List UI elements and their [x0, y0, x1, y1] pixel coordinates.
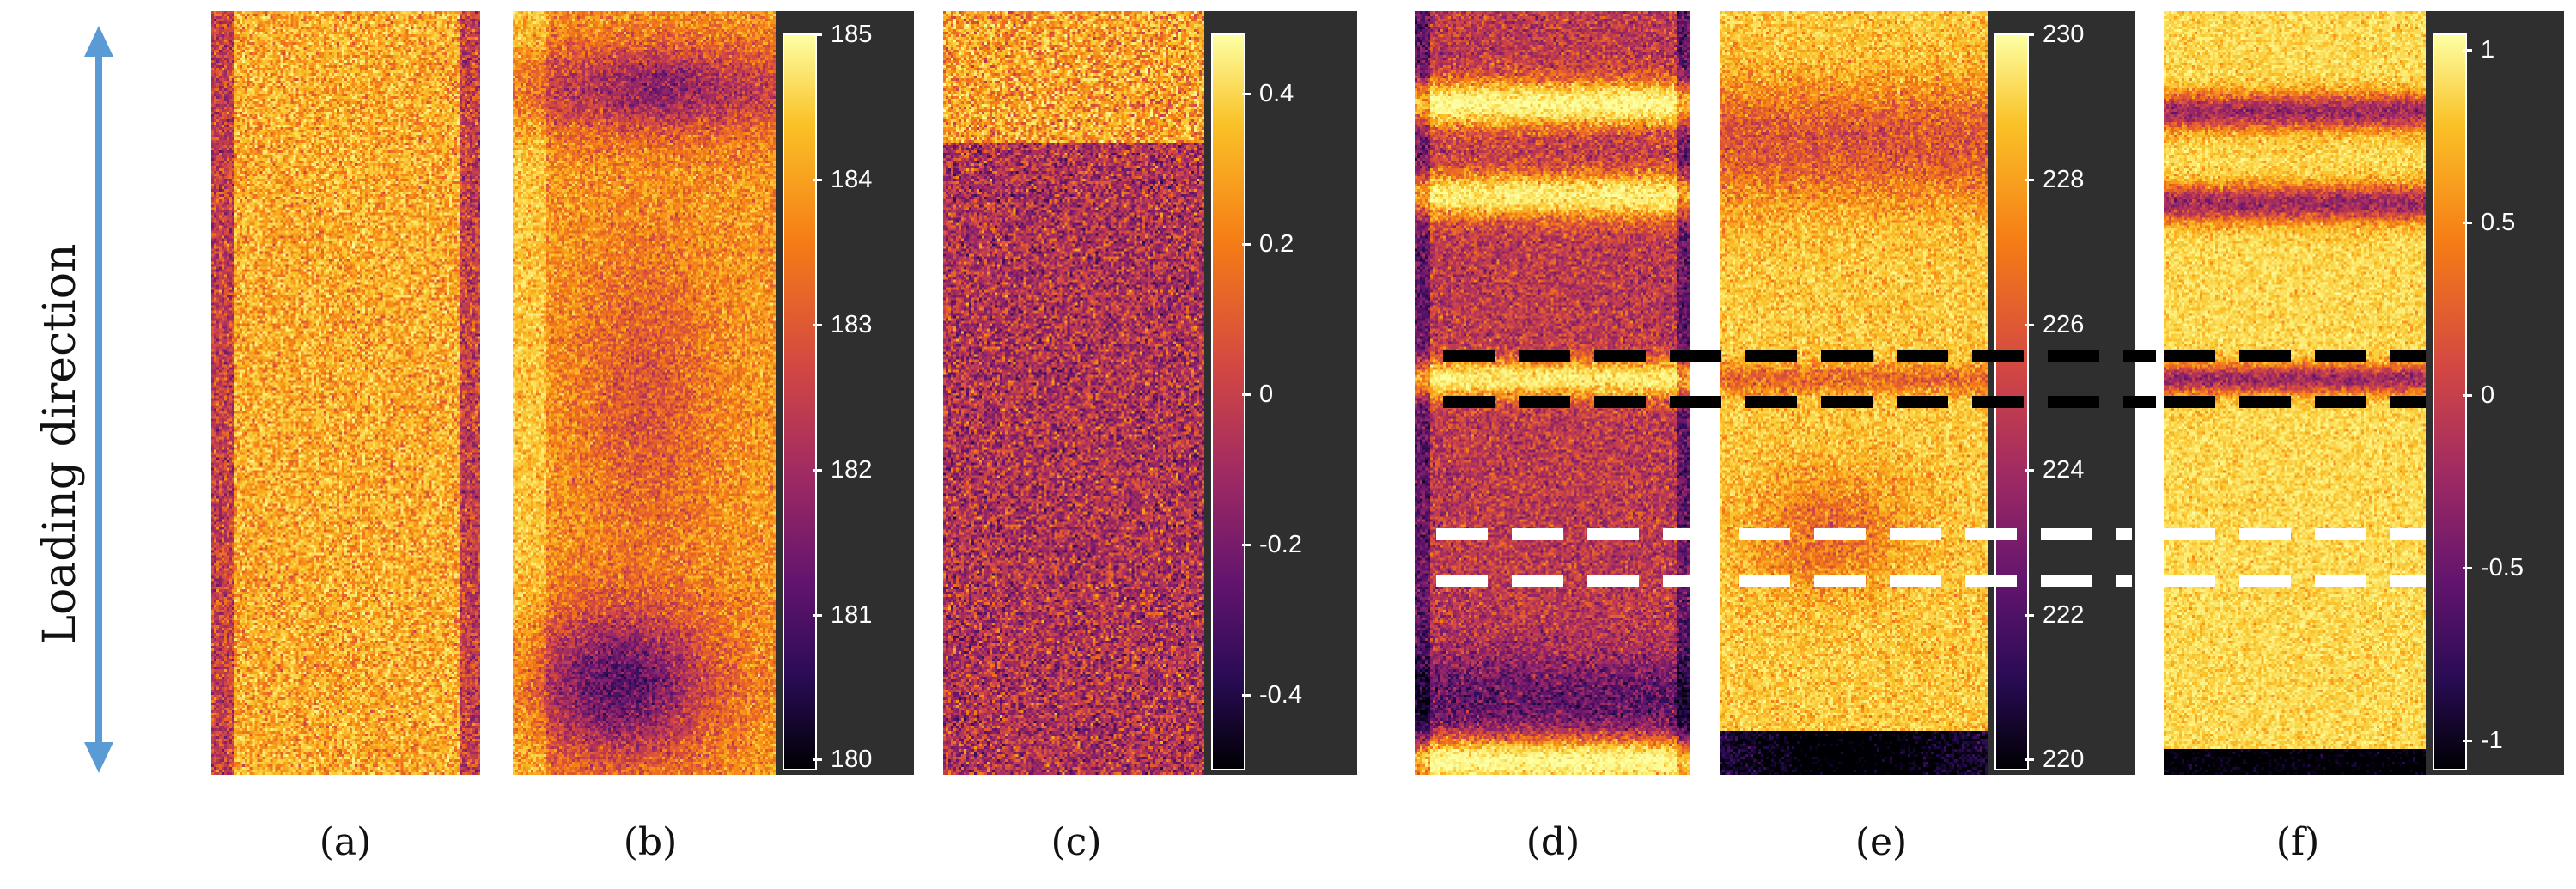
heatmap-c-canvas [943, 11, 1204, 775]
colorbar-b-tick: 183 [831, 311, 873, 338]
colorbar-e-tick: 230 [2043, 21, 2085, 48]
colorbar-f-tick: 0 [2481, 381, 2495, 409]
panel-label-c: (c) [1050, 820, 1102, 864]
axis-label: Loading direction [34, 243, 86, 645]
heatmap-d [1415, 11, 1690, 775]
colorbar-f: 1 0.5 0 -0.5 -1 [2426, 11, 2564, 775]
panel-label-a: (a) [319, 820, 372, 864]
loading-direction-arrow [84, 26, 113, 773]
panel-label-f: (f) [2275, 820, 2320, 864]
panel-label-d: (d) [1526, 820, 1580, 864]
colorbar-c-tick: -0.2 [1259, 531, 1302, 558]
black-dashed-line-upper-f [2164, 350, 2426, 362]
colorbar-f-gradient [2433, 33, 2467, 770]
black-dashed-line-upper [1443, 350, 2156, 362]
colorbar-e-tick: 222 [2043, 601, 2085, 629]
white-dashed-line-lower-f [2164, 575, 2426, 587]
colorbar-b-tick: 185 [831, 21, 873, 48]
black-dashed-line-lower [1443, 396, 2156, 408]
colorbar-f-tick: 0.5 [2481, 209, 2516, 236]
panel-label-b: (b) [623, 820, 678, 864]
panel-label-e: (e) [1854, 820, 1908, 864]
heatmap-a-canvas [211, 11, 480, 775]
colorbar-e-tick: 220 [2043, 746, 2085, 773]
heatmap-f [2164, 11, 2426, 775]
heatmap-e [1720, 11, 1988, 775]
colorbar-e: 230 228 226 224 222 220 [1988, 11, 2135, 775]
black-dashed-line-lower-f [2164, 396, 2426, 408]
colorbar-b-tick: 180 [831, 746, 873, 773]
colorbar-b: 185 184 183 182 181 180 [776, 11, 914, 775]
heatmap-b [513, 11, 776, 775]
colorbar-e-tick: 228 [2043, 166, 2085, 193]
colorbar-c-tick: 0 [1259, 381, 1274, 408]
colorbar-c-tick: 0.2 [1259, 230, 1294, 258]
colorbar-f-tick: 1 [2481, 36, 2495, 64]
white-dashed-line-lower [1436, 575, 2132, 587]
colorbar-f-tick: -0.5 [2481, 554, 2524, 582]
colorbar-c: 0.4 0.2 0 -0.2 -0.4 [1204, 11, 1357, 775]
heatmap-c [943, 11, 1204, 775]
heatmap-b-canvas [513, 11, 776, 775]
white-dashed-line-upper-f [2164, 528, 2426, 540]
colorbar-b-tick: 184 [831, 166, 873, 193]
heatmap-d-canvas [1415, 11, 1690, 775]
heatmap-a [211, 11, 480, 775]
colorbar-e-tick: 226 [2043, 311, 2085, 338]
colorbar-c-tick: 0.4 [1259, 80, 1294, 107]
colorbar-e-tick: 224 [2043, 456, 2085, 484]
colorbar-b-tick: 182 [831, 456, 873, 484]
colorbar-c-tick: -0.4 [1259, 681, 1302, 709]
colorbar-b-gradient [783, 33, 817, 770]
colorbar-c-gradient [1211, 33, 1245, 770]
colorbar-f-tick: -1 [2481, 727, 2503, 754]
heatmap-f-canvas [2164, 11, 2426, 775]
heatmap-e-canvas [1720, 11, 1988, 775]
white-dashed-line-upper [1436, 528, 2132, 540]
colorbar-b-tick: 181 [831, 601, 873, 629]
